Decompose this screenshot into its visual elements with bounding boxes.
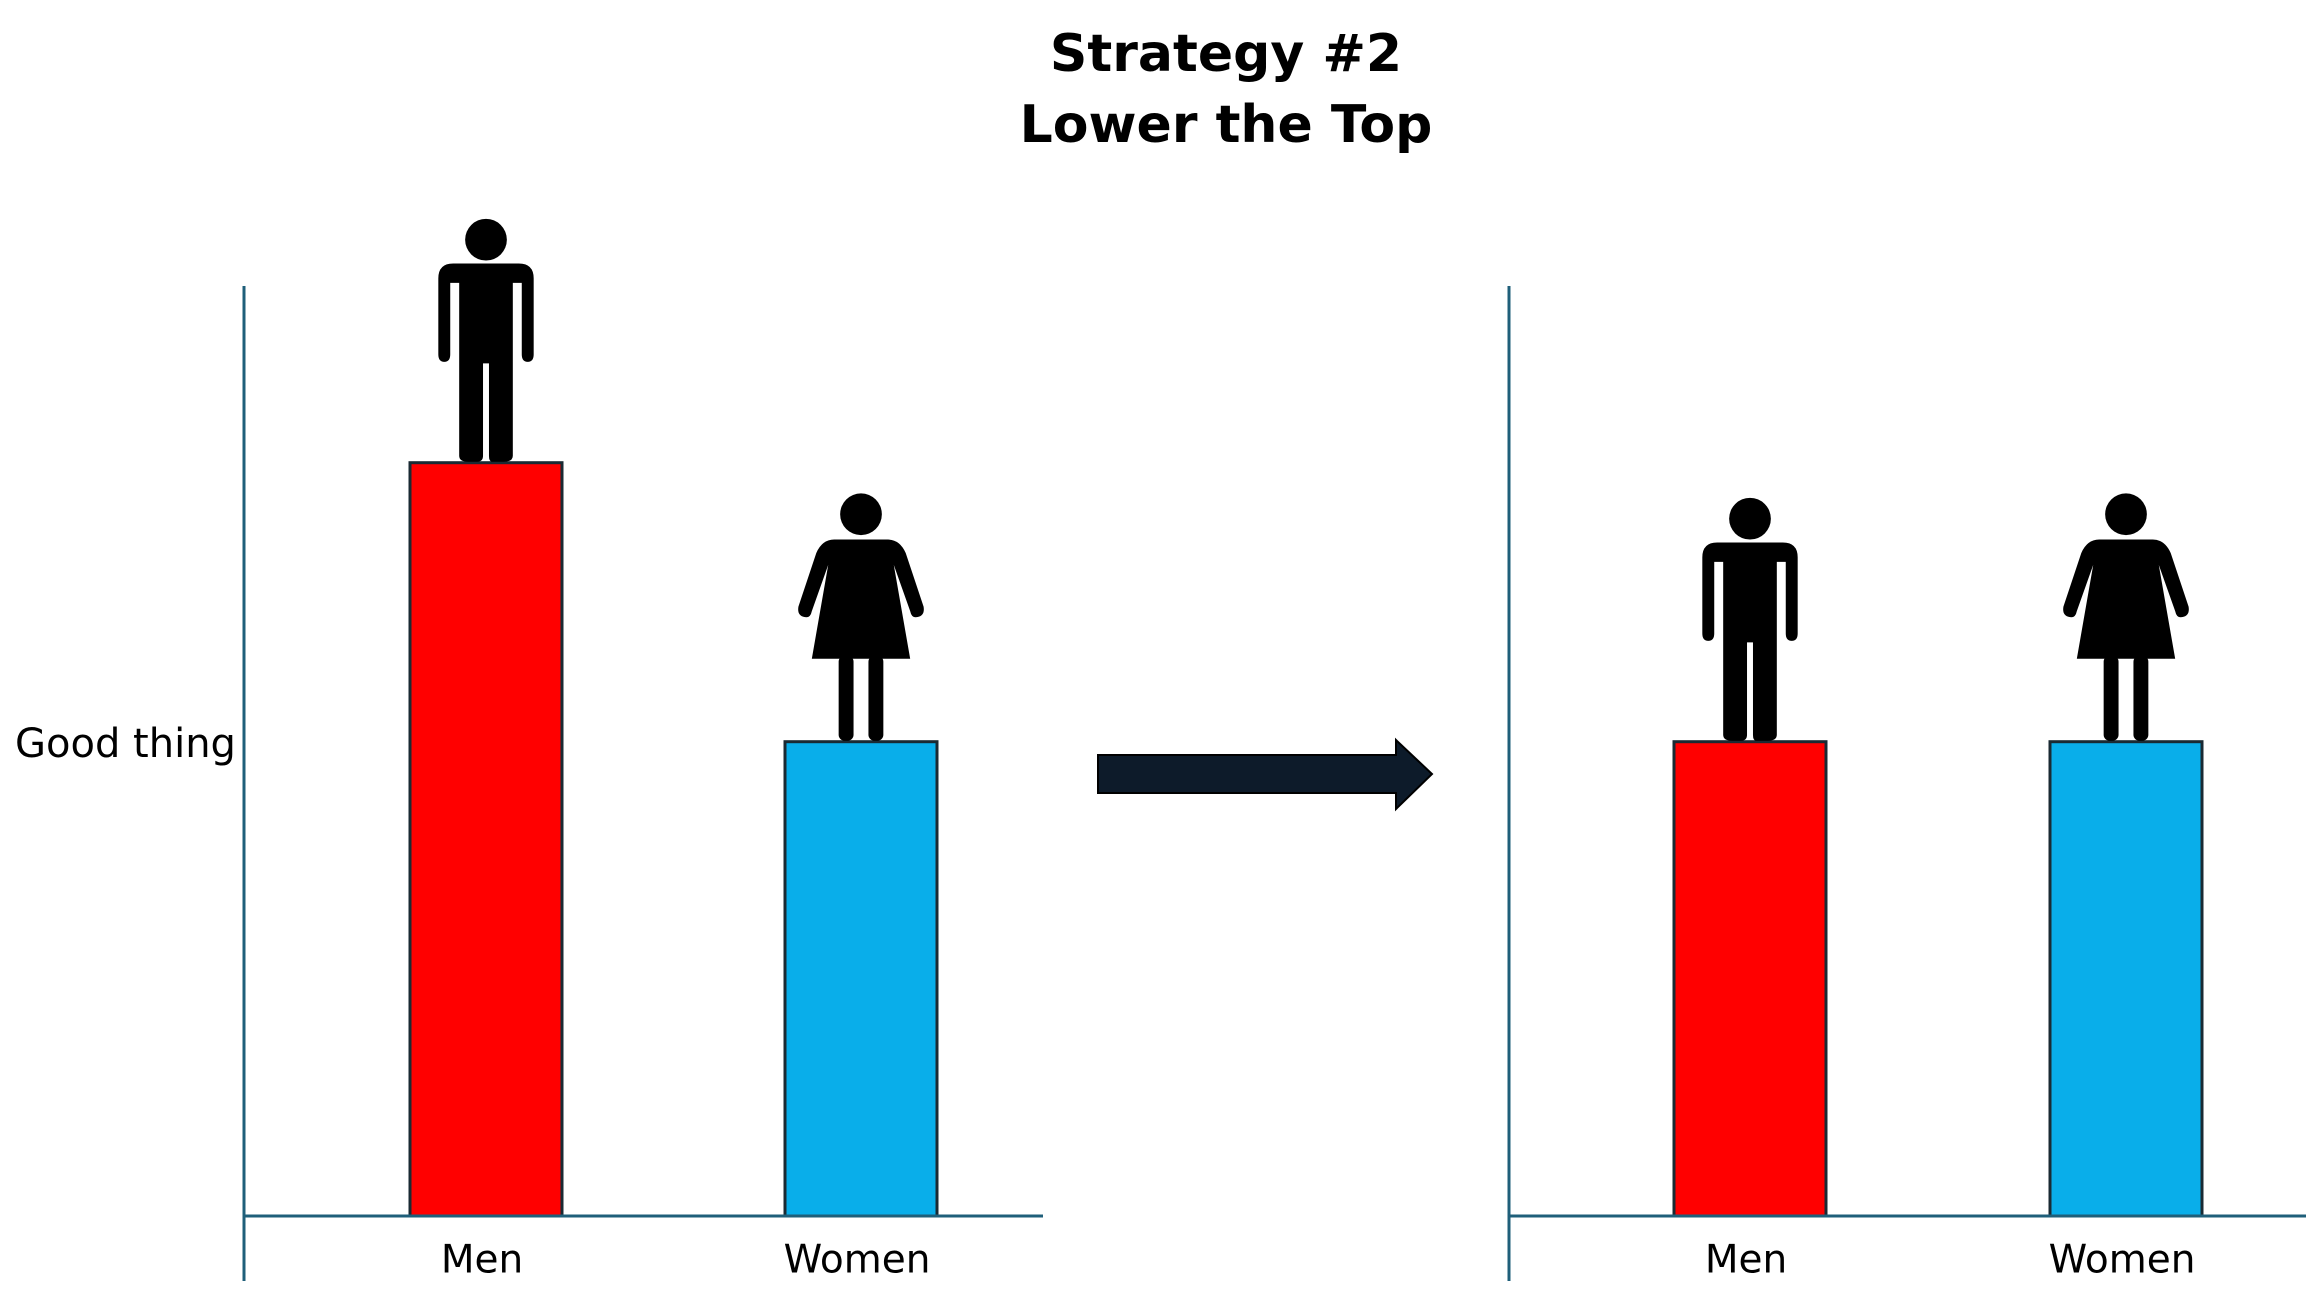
icon-leg [868, 655, 884, 741]
man-icon [438, 218, 534, 462]
title-line: Strategy #2 [1050, 24, 1402, 84]
bar [408, 461, 564, 1218]
bar [783, 740, 939, 1218]
icon-body [1702, 542, 1798, 741]
x-tick-label: Men [1705, 1238, 1787, 1283]
icon-head [465, 218, 507, 261]
woman-icon [798, 493, 924, 741]
x-tick-label: Women [2049, 1238, 2196, 1283]
icon-head [2105, 493, 2147, 536]
y-axis-label: Good thing [15, 721, 236, 767]
icon-head [1729, 497, 1771, 540]
icon-body [2063, 539, 2189, 659]
x-tick-label: Women [784, 1238, 931, 1283]
icon-body [438, 263, 534, 462]
man-icon [1702, 497, 1798, 741]
icon-leg [2133, 655, 2149, 741]
icon-head [840, 493, 882, 536]
icon-leg [838, 655, 854, 741]
icon-body [798, 539, 924, 659]
woman-icon [2063, 493, 2189, 741]
title-line: Lower the Top [1020, 95, 1433, 155]
icon-leg [2103, 655, 2119, 741]
bar [1672, 740, 1828, 1218]
x-tick-label: Men [441, 1238, 523, 1283]
bar [2048, 740, 2204, 1218]
arrow [1097, 737, 1434, 812]
